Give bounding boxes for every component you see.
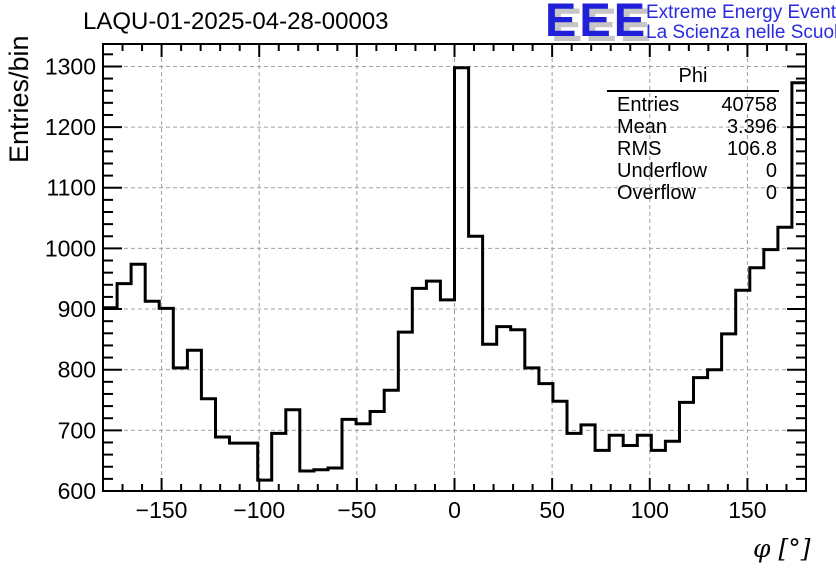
y-tick-label: 1000 [45, 235, 96, 261]
stats-row-entries: Entries 40758 [607, 94, 779, 116]
stats-value: 0 [765, 160, 777, 182]
y-tick-label: 900 [58, 296, 96, 322]
stats-value: 3.396 [726, 116, 777, 138]
stats-row-rms: RMS 106.8 [607, 138, 779, 160]
stats-row-mean: Mean 3.396 [607, 116, 779, 138]
stats-label: Overflow [617, 182, 696, 204]
eee-logo-line2: La Scienza nelle Scuole [646, 22, 836, 43]
stats-title: Phi [607, 65, 779, 92]
stats-row-underflow: Underflow 0 [607, 160, 779, 182]
y-axis-label: Entries/bin [4, 35, 34, 163]
y-tick-label: 800 [58, 357, 96, 383]
eee-logo: EEE Extreme Energy Events La Scienza nel… [545, 0, 836, 46]
y-tick-label: 1100 [47, 175, 96, 201]
x-tick-label: −150 [136, 497, 188, 523]
stats-value: 40758 [721, 94, 777, 116]
eee-logo-text: Extreme Energy Events La Scienza nelle S… [646, 3, 836, 43]
stats-label: Entries [617, 94, 680, 116]
histogram-line [103, 66, 806, 482]
y-tick-label: 1300 [45, 53, 96, 79]
x-tick-label: 0 [448, 497, 461, 523]
x-axis-label: φ [°] [753, 534, 811, 563]
plot-title: LAQU-01-2025-04-28-00003 [83, 8, 389, 35]
x-tick-label: 50 [539, 497, 565, 523]
stats-value: 106.8 [726, 138, 777, 160]
y-tick-label: 1200 [45, 114, 96, 140]
stats-row-overflow: Overflow 0 [607, 182, 779, 204]
eee-logo-acronym: EEE [545, 0, 649, 46]
x-tick-label: 100 [631, 497, 669, 523]
y-tick-label: 600 [58, 478, 96, 504]
stats-value: 0 [765, 182, 777, 204]
stats-label: Mean [617, 116, 668, 138]
eee-logo-line1: Extreme Energy Events [646, 2, 836, 23]
x-tick-label: 150 [728, 497, 766, 523]
y-tick-label: 700 [58, 417, 96, 443]
stats-label: RMS [617, 138, 662, 160]
stats-box: Phi Entries 40758 Mean 3.396 RMS 106.8 U… [607, 65, 779, 204]
stats-label: Underflow [617, 160, 708, 182]
x-tick-label: −100 [233, 497, 285, 523]
x-tick-label: −50 [337, 497, 376, 523]
